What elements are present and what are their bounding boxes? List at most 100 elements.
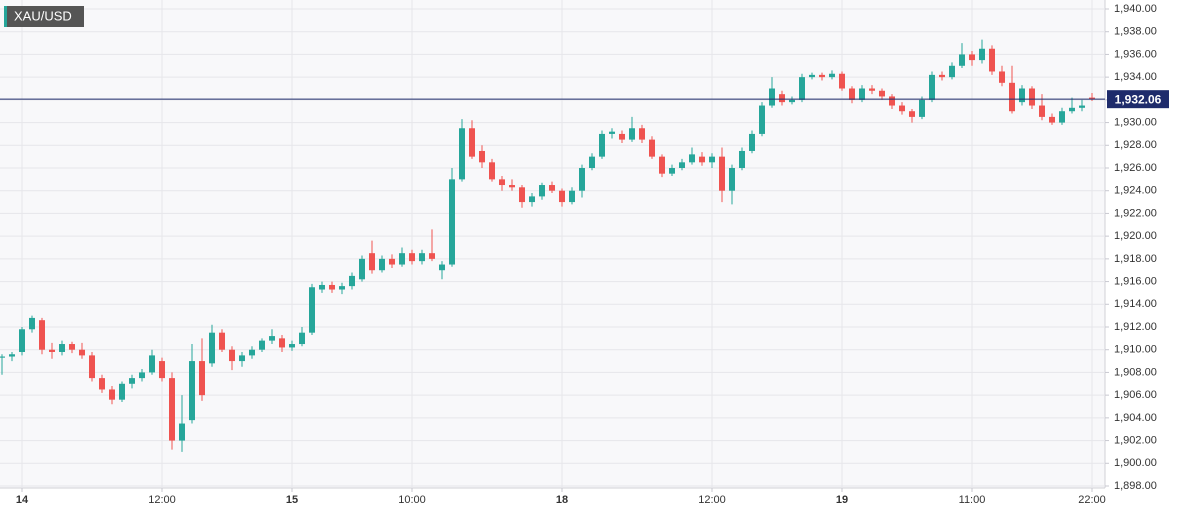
y-tick-label: 1,922.00: [1114, 207, 1157, 219]
candle-body: [949, 65, 955, 78]
candle-body: [279, 338, 285, 348]
y-tick-label: 1,916.00: [1114, 275, 1157, 287]
candle-body: [479, 150, 485, 163]
candle-body: [1049, 116, 1055, 123]
y-tick-label: 1,898.00: [1114, 480, 1157, 492]
candle-body: [869, 88, 875, 91]
candle-body: [939, 74, 945, 78]
symbol-label: XAU/USD: [14, 8, 72, 23]
candle-body: [409, 253, 415, 262]
candle-body: [639, 128, 645, 140]
candle-body: [159, 361, 165, 379]
candle-body: [149, 355, 155, 373]
candle-body: [609, 131, 615, 134]
candle-body: [759, 105, 765, 134]
candle-body: [199, 361, 205, 396]
candles: [0, 39, 1095, 452]
y-tick-label: 1,928.00: [1114, 139, 1157, 151]
candle-body: [669, 168, 675, 174]
y-tick-label: 1,900.00: [1114, 457, 1157, 469]
candle-body: [459, 128, 465, 180]
candle-body: [929, 74, 935, 100]
candle-body: [79, 349, 85, 356]
candle-body: [519, 187, 525, 203]
candle-body: [989, 48, 995, 72]
y-tick-label: 1,926.00: [1114, 162, 1157, 174]
candle-body: [39, 320, 45, 350]
candle-body: [739, 150, 745, 168]
y-tick-label: 1,920.00: [1114, 230, 1157, 242]
candle-body: [179, 423, 185, 441]
candle-body: [99, 378, 105, 390]
candle-body: [969, 54, 975, 61]
candle-body: [799, 77, 805, 100]
candle-body: [1019, 88, 1025, 103]
y-tick-label: 1,906.00: [1114, 389, 1157, 401]
y-tick-label: 1,918.00: [1114, 253, 1157, 265]
candle-body: [789, 99, 795, 103]
candle-body: [229, 349, 235, 362]
candle-body: [239, 355, 245, 362]
x-tick-label: 12:00: [698, 494, 726, 506]
candle-body: [1079, 105, 1085, 108]
candle-body: [809, 74, 815, 78]
candle-body: [859, 88, 865, 100]
x-tick-label: 22:00: [1078, 494, 1106, 506]
candle-body: [209, 332, 215, 364]
candle-body: [439, 264, 445, 271]
candle-body: [1069, 107, 1075, 112]
candle-body: [359, 258, 365, 280]
x-tick-label: 10:00: [398, 494, 426, 506]
y-tick-label: 1,934.00: [1114, 71, 1157, 83]
x-tick-label: 14: [16, 494, 29, 506]
candle-body: [389, 258, 395, 265]
candle-body: [909, 111, 915, 117]
candle-body: [469, 128, 475, 157]
candle-body: [769, 88, 775, 106]
y-tick-label: 1,904.00: [1114, 412, 1157, 424]
candle-body: [919, 99, 925, 117]
symbol-box: [4, 6, 84, 27]
candle-body: [629, 128, 635, 140]
candle-body: [219, 332, 225, 350]
y-tick-label: 1,936.00: [1114, 48, 1157, 60]
candle-body: [449, 179, 455, 265]
candle-body: [19, 329, 25, 352]
candle-body: [749, 133, 755, 151]
x-tick-label: 11:00: [959, 494, 986, 506]
candle-body: [709, 156, 715, 163]
candle-body: [679, 162, 685, 168]
candle-body: [109, 389, 115, 400]
candle-body: [589, 156, 595, 168]
candle-body: [339, 286, 345, 290]
plot-background: [0, 0, 1105, 488]
candle-body: [659, 156, 665, 174]
candle-body: [579, 168, 585, 191]
x-tick-label: 18: [556, 494, 568, 506]
y-tick-label: 1,914.00: [1114, 298, 1157, 310]
candle-body: [569, 190, 575, 203]
y-tick-label: 1,912.00: [1114, 321, 1157, 333]
candle-body: [399, 253, 405, 265]
candle-body: [259, 340, 265, 350]
candle-body: [509, 185, 515, 188]
y-tick-label: 1,930.00: [1114, 116, 1157, 128]
candle-body: [489, 162, 495, 180]
y-tick-label: 1,908.00: [1114, 366, 1157, 378]
candle-body: [879, 90, 885, 97]
overlay: 1,932.06: [0, 90, 1169, 109]
x-tick-label: 15: [286, 494, 298, 506]
y-tick-label: 1,938.00: [1114, 26, 1157, 38]
candle-body: [959, 54, 965, 66]
candle-body: [1039, 105, 1045, 117]
candle-body: [779, 94, 785, 103]
x-tick-label: 12:00: [148, 494, 176, 506]
candle-body: [9, 354, 15, 357]
candle-body: [299, 332, 305, 345]
candle-body: [89, 355, 95, 379]
symbol-accent: [4, 6, 7, 27]
candle-body: [849, 88, 855, 100]
grid: 1,898.00 1,900.00 1,902.00 1,904.00 1,906.00…: [0, 0, 1157, 506]
candle-body: [269, 336, 275, 341]
